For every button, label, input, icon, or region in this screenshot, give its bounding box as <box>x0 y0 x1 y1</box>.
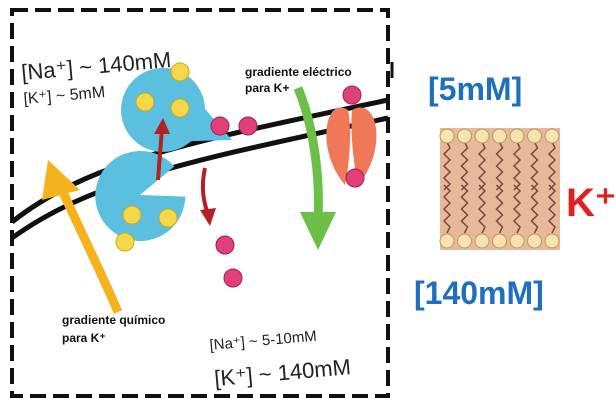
lipid-head <box>545 129 559 143</box>
lipid-head <box>475 234 489 248</box>
lipid-head <box>510 129 524 143</box>
lipid-head <box>510 234 524 248</box>
lipid-head <box>440 234 454 248</box>
lipid-head <box>528 234 542 248</box>
lipid-bilayer <box>440 128 560 250</box>
electric-gradient-line: para K+ <box>245 81 289 95</box>
outside-concentration: [5mM] <box>428 71 522 107</box>
diagram: [Na⁺] ~ 140mM [K⁺] ~ 5mM gradiente eléct… <box>0 0 616 403</box>
ion-label: K⁺ <box>566 181 616 225</box>
lipid-head <box>440 129 454 143</box>
chemical-gradient-line: gradiente químico <box>62 313 165 327</box>
lipid-head <box>458 129 472 143</box>
lipid-head <box>475 129 489 143</box>
lipid-head <box>493 234 507 248</box>
inside-concentration: [140mM] <box>414 275 544 311</box>
lipid-head <box>493 129 507 143</box>
lipid-head <box>528 129 542 143</box>
electric-gradient-line: gradiente eléctrico <box>245 65 352 79</box>
lipid-head <box>458 234 472 248</box>
lipid-head <box>545 234 559 248</box>
chemical-gradient-line: para K⁺ <box>62 331 106 345</box>
